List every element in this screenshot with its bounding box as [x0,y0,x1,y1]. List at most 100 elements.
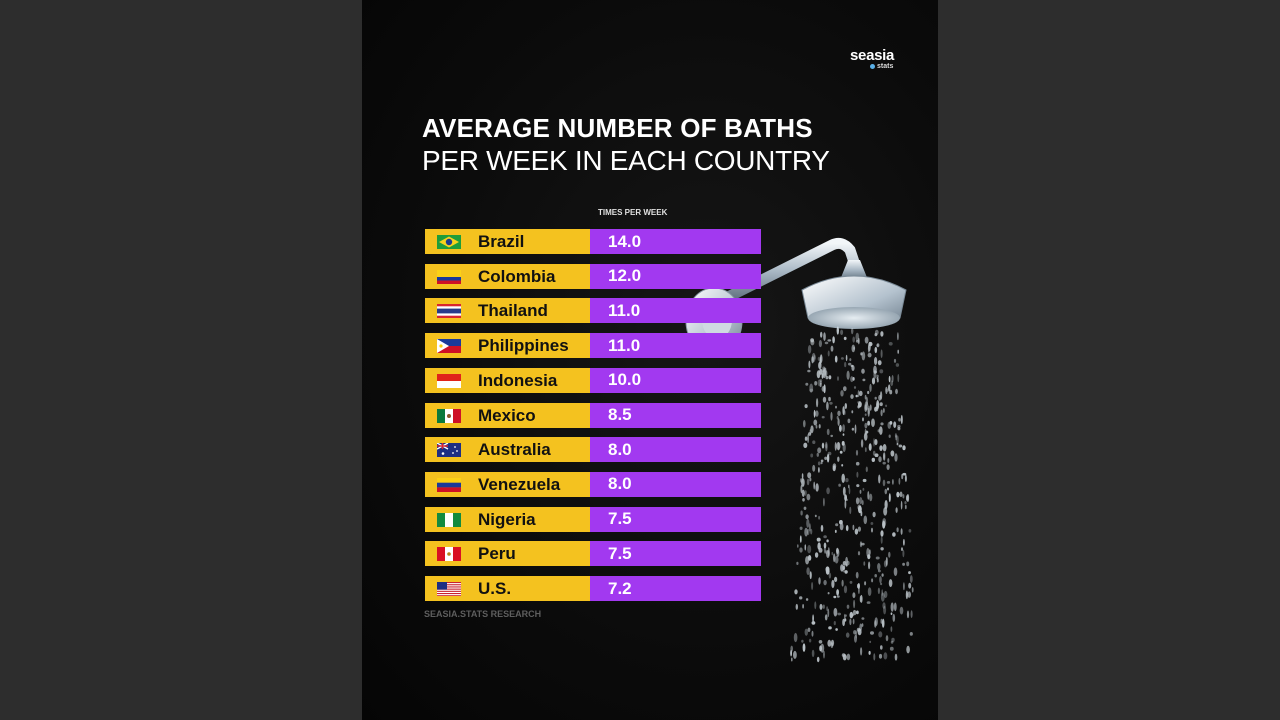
water-droplet [888,342,893,346]
water-droplet [828,626,832,630]
water-droplet [874,357,878,365]
water-droplet [833,553,836,563]
water-droplet [861,617,865,620]
water-droplet [869,404,872,411]
water-droplet [808,432,812,436]
water-droplet [819,379,823,382]
water-droplet [895,507,898,513]
water-droplet [790,649,792,657]
water-droplet [843,336,847,341]
water-droplet [811,621,816,625]
water-droplet [876,344,879,347]
water-droplet [890,380,894,387]
value-label: 8.0 [608,474,632,494]
water-droplet [832,336,835,344]
water-droplet [823,497,825,507]
water-droplet [908,529,912,533]
water-droplet [874,620,877,628]
table-row: Mexico 8.5 [425,402,761,428]
water-droplet [879,576,882,584]
water-droplet [874,574,877,578]
column-header: TIMES PER WEEK [598,208,668,217]
country-name: Philippines [478,336,569,356]
water-droplet [874,333,878,337]
water-droplet [821,366,826,373]
water-droplet [809,388,814,392]
water-droplet [837,456,840,462]
country-name: U.S. [478,579,512,598]
water-droplet [856,471,859,478]
infographic-card: seasia stats AVERAGE NUMBER OF BATHS PER… [362,0,938,720]
water-droplet [838,483,841,487]
water-droplet [890,626,893,632]
water-droplet [826,539,829,543]
water-droplet [904,474,907,482]
water-droplet [880,582,883,586]
water-droplet [880,592,885,602]
water-droplets [790,326,914,663]
country-cell: Nigeria [425,506,590,532]
water-droplet [818,424,821,429]
water-droplet [888,375,891,383]
water-droplet [819,368,823,375]
water-droplet [866,601,871,604]
water-droplet [858,505,862,514]
water-droplet [839,424,842,432]
water-droplet [892,532,896,537]
water-droplet [830,639,835,647]
water-droplet [845,564,848,567]
water-droplet [868,549,871,556]
water-droplet [851,427,855,431]
water-droplet [842,406,845,416]
water-droplet [908,571,911,575]
water-droplet [795,603,798,610]
country-cell: Philippines [425,333,590,359]
water-droplet [853,346,855,350]
water-droplet [877,429,880,433]
water-droplet [893,421,897,429]
water-droplet [813,409,816,418]
water-droplet [893,602,897,612]
water-droplet [850,394,854,399]
water-droplet [825,443,828,452]
water-droplet [835,405,837,409]
water-droplet [807,433,809,444]
water-droplet [898,417,901,422]
water-droplet [868,443,872,451]
water-droplet [844,494,847,502]
water-droplet [803,420,806,428]
water-droplet [806,518,810,528]
indonesia-flag-icon [437,373,461,388]
value-cell: 7.5 [590,541,761,567]
water-droplet [822,367,827,376]
water-droplet [890,612,893,615]
water-droplet [891,637,895,643]
water-droplet [870,522,874,525]
water-droplet [903,582,905,591]
water-droplet [793,632,798,643]
value-cell: 8.0 [590,437,761,463]
water-droplet [874,439,878,446]
water-droplet [846,653,851,661]
water-droplet [840,357,844,360]
water-droplet [852,336,855,343]
water-droplet [904,501,907,505]
water-droplet [823,650,825,659]
water-droplet [880,349,883,359]
water-droplet [885,635,889,642]
water-droplet [818,467,820,473]
water-droplet [835,523,839,527]
water-droplet [812,440,816,445]
table-row: Peru 7.5 [425,541,761,567]
value-cell: 12.0 [590,263,761,289]
mexico-flag-icon [437,408,461,423]
water-droplet [890,640,894,644]
water-droplet [836,548,840,558]
water-droplet [900,500,903,510]
water-droplet [880,645,883,650]
water-droplet [878,631,883,638]
water-droplet [823,579,827,586]
water-droplet [839,522,844,531]
water-droplet [852,377,855,381]
value-cell: 8.5 [590,402,761,428]
